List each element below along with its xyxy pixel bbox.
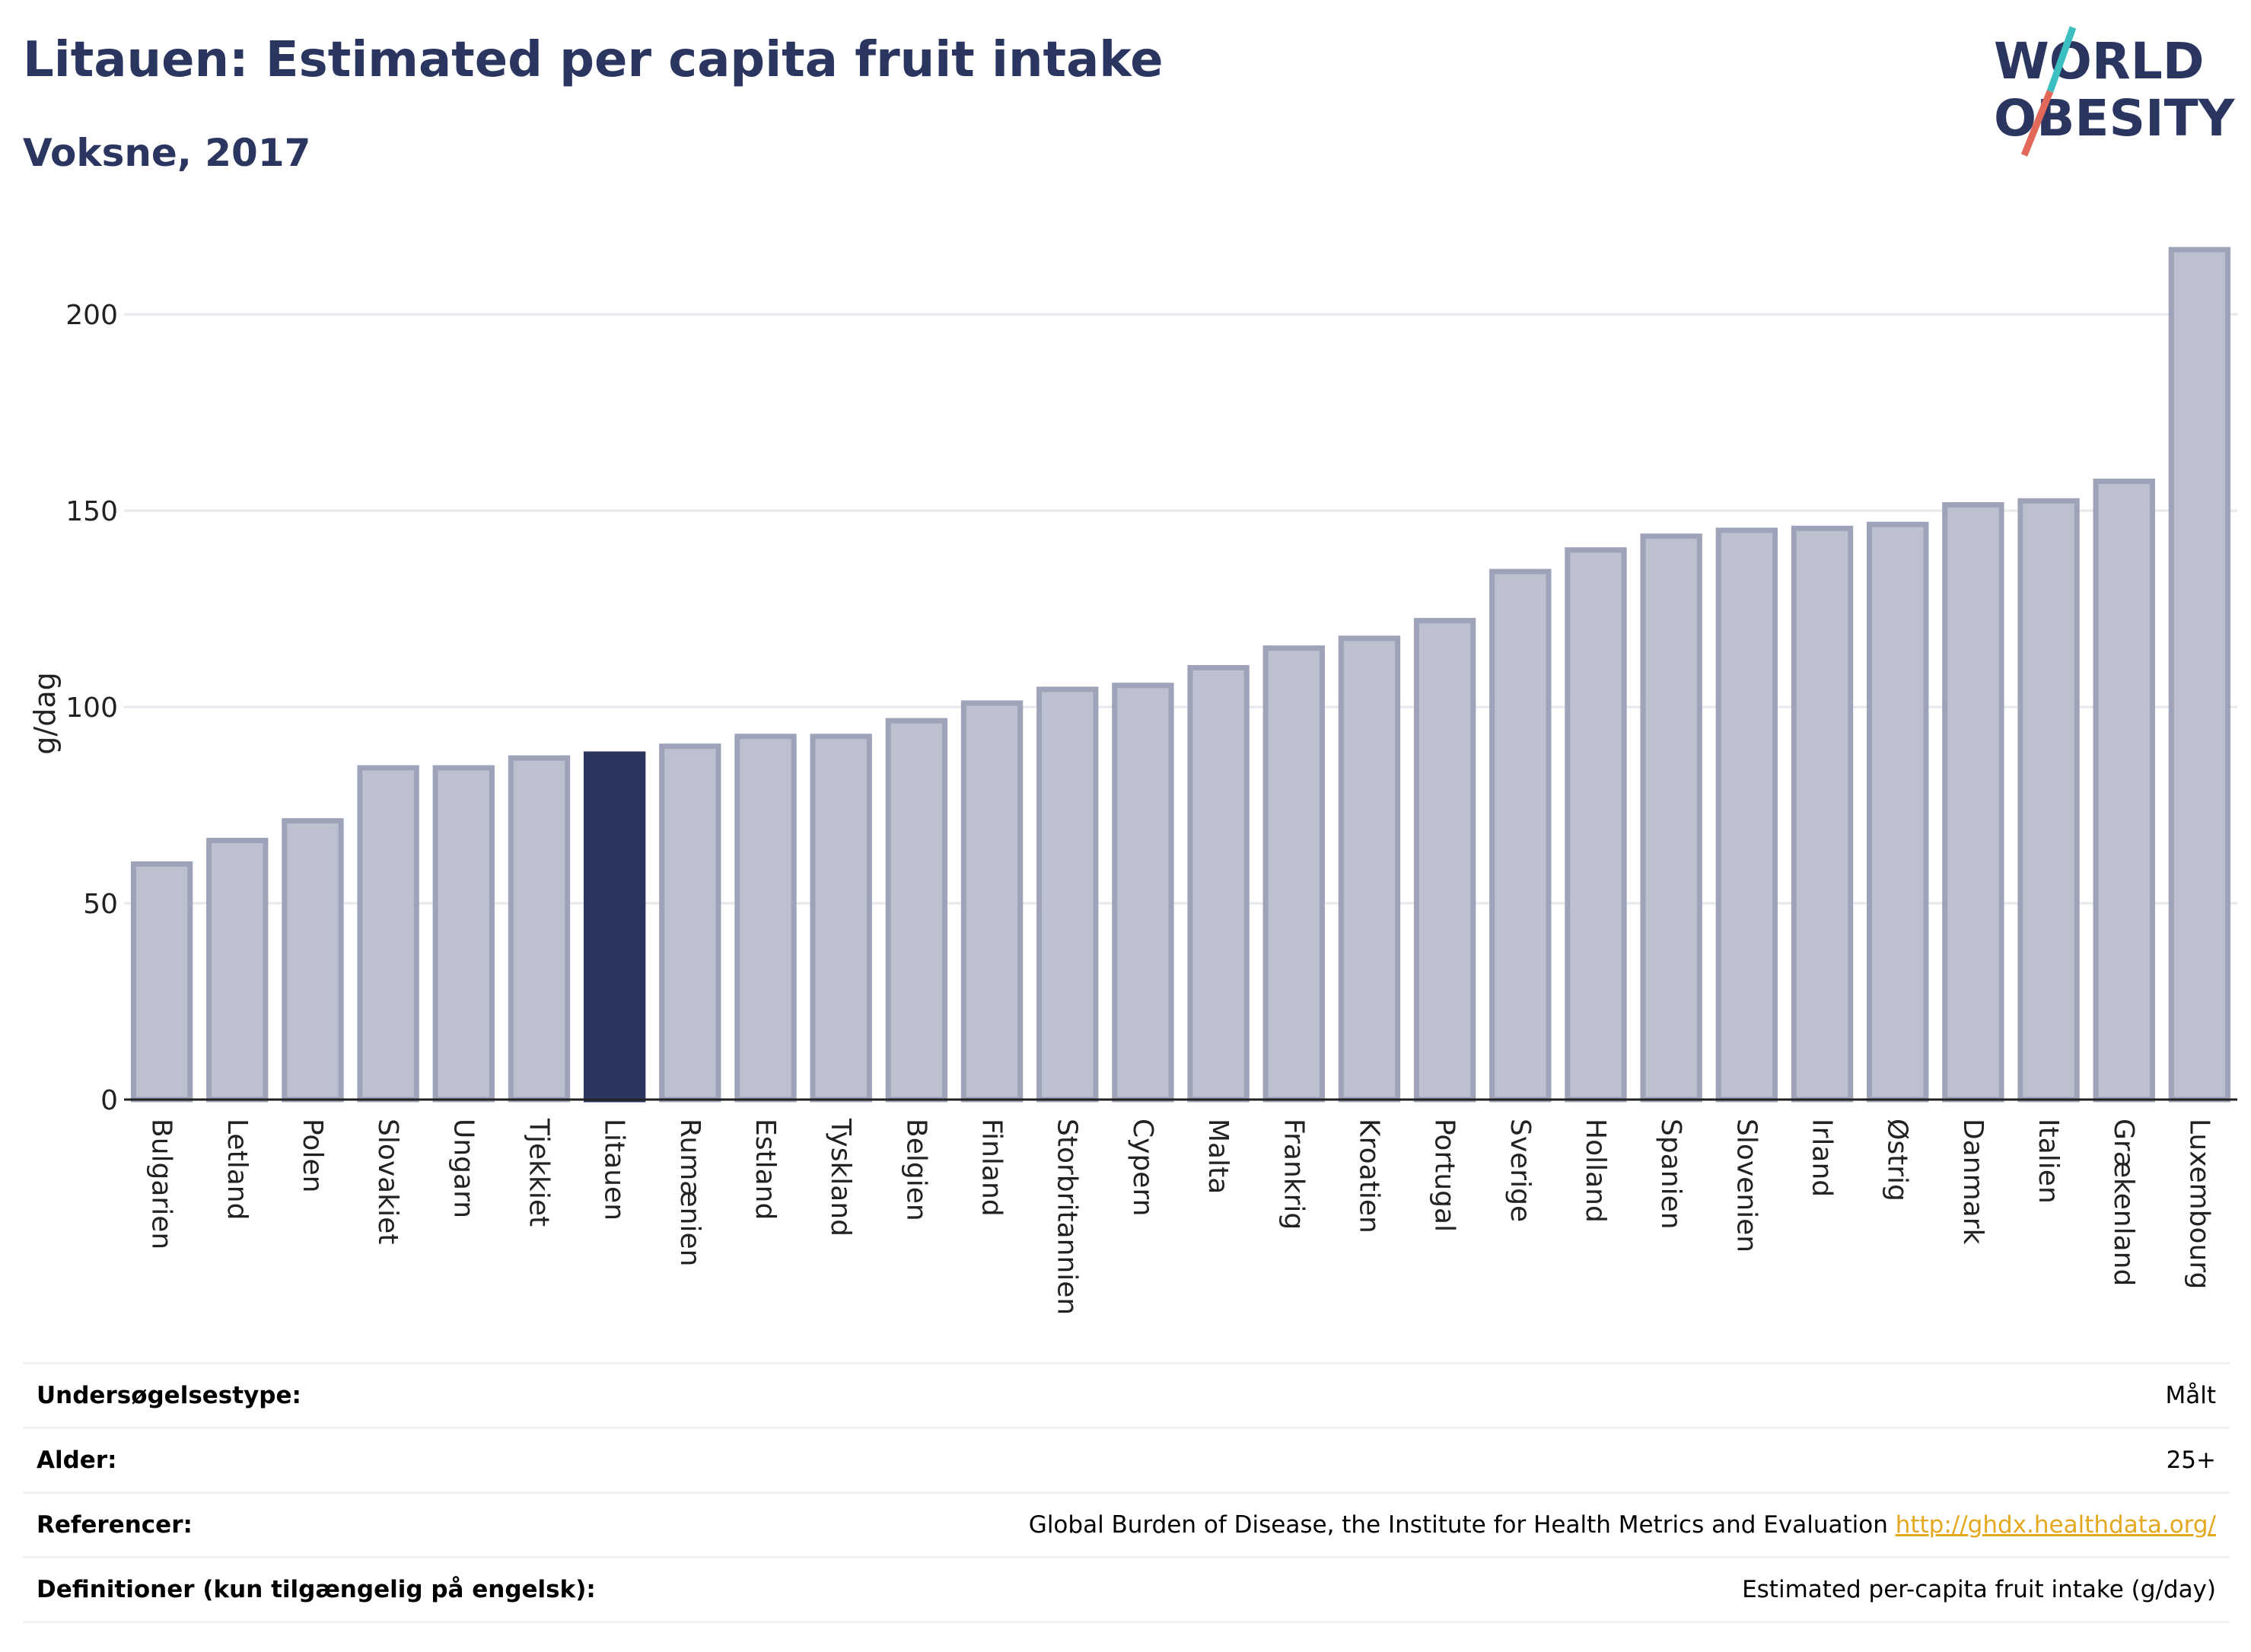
info-row-survey-type: Undersøgelsestype: Målt [23,1362,2230,1428]
y-tick-label: 200 [65,300,118,331]
info-row-age: Alder: 25+ [23,1427,2230,1493]
bar-polen[interactable] [282,818,344,1103]
bar-ungarn[interactable] [432,765,495,1103]
x-tick-label: Sverige [1504,1119,1536,1222]
bar-slovenien[interactable] [1715,527,1778,1103]
logo-slash-teal [2046,26,2077,93]
world-obesity-logo: WORLD OBESITY [1994,26,2236,157]
chart-subtitle: Voksne, 2017 [23,131,311,175]
bar-chart: 0 50 100 150 200 Bulgarien Letland Polen Slovaki… [28,247,2237,1315]
bar-estland[interactable] [734,734,797,1103]
bar-malta[interactable] [1187,665,1250,1103]
bar-frankrig[interactable] [1262,645,1325,1103]
info-label: Referencer: [23,1491,742,1558]
info-value-cell: Global Burden of Disease, the Institute … [741,1491,2230,1558]
bars [130,247,2231,1103]
bar-grækenland[interactable] [2093,478,2155,1103]
bar-tjekkiet[interactable] [508,755,571,1103]
bar-luxembourg[interactable] [2168,247,2231,1103]
x-tick-label: Grækenland [2108,1119,2139,1286]
x-tick-label: Belgien [900,1119,931,1221]
bar-kroatien[interactable] [1338,635,1401,1103]
x-tick-label: Finland [976,1119,1008,1217]
bar-belgien[interactable] [885,718,948,1103]
x-tick-label: Italien [2033,1119,2064,1204]
x-tick-label: Polen [297,1119,328,1192]
bar-sverige[interactable] [1489,568,1552,1103]
info-table: Undersøgelsestype: Målt Alder: 25+ Refer… [23,1362,2230,1623]
info-row-definitions: Definitioner (kun tilgængelig på engelsk… [23,1556,2230,1623]
info-label: Undersøgelsestype: [23,1362,742,1428]
bar-finland[interactable] [960,700,1024,1103]
x-tick-label: Frankrig [1278,1119,1309,1230]
x-tick-label: Tyskland [825,1118,856,1237]
x-tick-label: Irland [1807,1119,1838,1197]
tick-labels: 0 50 100 150 200 Bulgarien Letland Polen Slovaki… [28,300,2214,1315]
reference-text: Global Burden of Disease, the Institute … [1028,1511,1888,1539]
bar-cypern[interactable] [1112,683,1174,1103]
y-tick-label: 50 [83,889,118,920]
bar-irland[interactable] [1791,525,1854,1103]
bar-litauen[interactable] [583,751,646,1103]
x-tick-label: Letland [221,1119,253,1220]
y-tick-label: 100 [65,692,118,724]
logo-world-text: WORLD [1994,32,2205,91]
x-tick-label: Østrig [1882,1119,1913,1202]
bar-holland[interactable] [1565,547,1627,1103]
x-tick-label: Storbritannien [1052,1119,1083,1315]
bar-italien[interactable] [2017,498,2080,1103]
x-tick-label: Cypern [1127,1119,1158,1216]
info-row-references: Referencer: Global Burden of Disease, th… [23,1491,2230,1558]
chart-title: Litauen: Estimated per capita fruit inta… [23,32,1164,88]
x-tick-label: Malta [1202,1119,1234,1194]
x-tick-label: Bulgarien [146,1119,177,1249]
x-tick-label: Tjekkiet [523,1118,554,1227]
y-tick-label: 0 [100,1085,118,1116]
y-tick-label: 150 [65,496,118,527]
info-value: Estimated per-capita fruit intake (g/day… [741,1556,2230,1623]
x-tick-label: Holland [1580,1119,1611,1223]
info-label: Definitioner (kun tilgængelig på engelsk… [23,1556,742,1623]
x-tick-label: Estland [750,1119,781,1220]
x-tick-label: Slovenien [1730,1119,1762,1253]
bar-rumænien[interactable] [659,743,721,1103]
bar-danmark[interactable] [1942,501,2004,1103]
bar-spanien[interactable] [1640,533,1702,1103]
bar-storbritannien[interactable] [1036,686,1099,1103]
info-value: 25+ [741,1427,2230,1493]
bar-slovakiet[interactable] [357,765,419,1103]
x-tick-label: Slovakiet [372,1119,403,1244]
bar-portugal[interactable] [1413,618,1476,1103]
x-tick-label: Spanien [1655,1119,1686,1230]
x-tick-label: Luxembourg [2183,1119,2214,1289]
x-tick-label: Portugal [1429,1119,1460,1232]
logo-slash-red [2020,90,2054,157]
info-value: Målt [741,1362,2230,1428]
y-axis-title: g/dag [28,672,62,754]
x-tick-label: Kroatien [1353,1119,1384,1233]
x-tick-label: Danmark [1957,1119,1988,1245]
x-tick-label: Ungarn [447,1119,479,1218]
bar-letland[interactable] [206,838,269,1103]
bar-bulgarien[interactable] [130,861,193,1103]
bar-østrig[interactable] [1867,521,1929,1103]
bar-tyskland[interactable] [810,734,872,1103]
reference-link[interactable]: http://ghdx.healthdata.org/ [1895,1511,2216,1539]
info-label: Alder: [23,1427,742,1493]
x-tick-label: Litauen [599,1119,630,1221]
x-tick-label: Rumænien [674,1119,705,1266]
